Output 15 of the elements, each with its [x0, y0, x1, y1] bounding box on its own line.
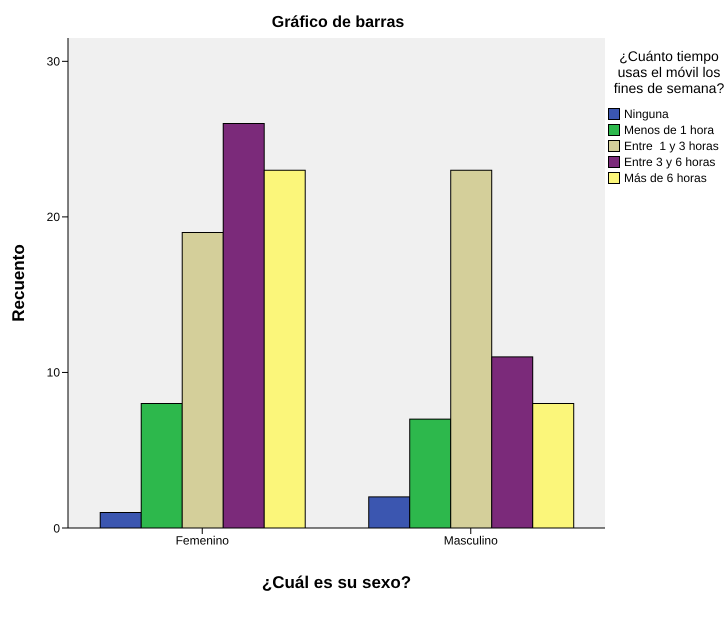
- x-tick-label: Femenino: [176, 534, 230, 548]
- legend-title: ¿Cuánto tiempo usas el móvil los fines de semana?: [612, 48, 726, 96]
- y-tick-label: 10: [46, 366, 60, 380]
- y-tick-label: 30: [46, 54, 60, 69]
- y-axis-title: Recuento: [9, 244, 28, 322]
- x-axis-title: ¿Cuál es su sexo?: [262, 573, 412, 592]
- y-tick-label: 0: [53, 521, 60, 536]
- chart-title: Gráfico de barras: [270, 14, 406, 32]
- legend-label: Entre 1 y 3 horas: [624, 139, 719, 153]
- x-tick-label: Masculino: [444, 534, 498, 548]
- legend-label: Más de 6 horas: [624, 171, 707, 185]
- legend-label: Menos de 1 hora: [624, 123, 714, 137]
- legend-label: Ninguna: [624, 107, 669, 121]
- legend-label: Entre 3 y 6 horas: [624, 155, 716, 169]
- y-tick-label: 20: [46, 210, 60, 224]
